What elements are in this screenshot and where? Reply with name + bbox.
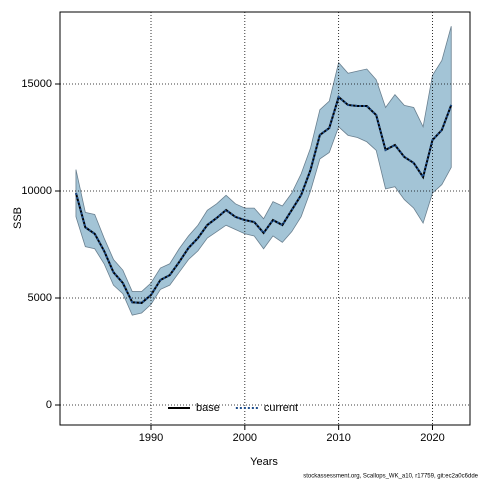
plot-frame [59,11,471,426]
legend-label: current [264,402,298,414]
confidence-band [75,26,452,316]
y-tick-label: 5000 [28,292,52,304]
y-tick-label: 15000 [21,78,52,90]
y-axis-label: SSB [12,207,24,229]
y-tick-label: 10000 [21,185,52,197]
footnote: stockassessment.org, Scallops_WK_a10, r1… [303,474,478,480]
x-axis-label: Years [250,456,278,468]
y-tick-label: 0 [46,399,52,411]
legend-label: base [196,402,220,414]
x-tick-label: 2000 [233,432,257,444]
series-line [74,95,453,304]
x-tick-label: 1990 [139,432,163,444]
x-tick-label: 2020 [420,432,444,444]
x-tick-label: 2010 [326,432,350,444]
